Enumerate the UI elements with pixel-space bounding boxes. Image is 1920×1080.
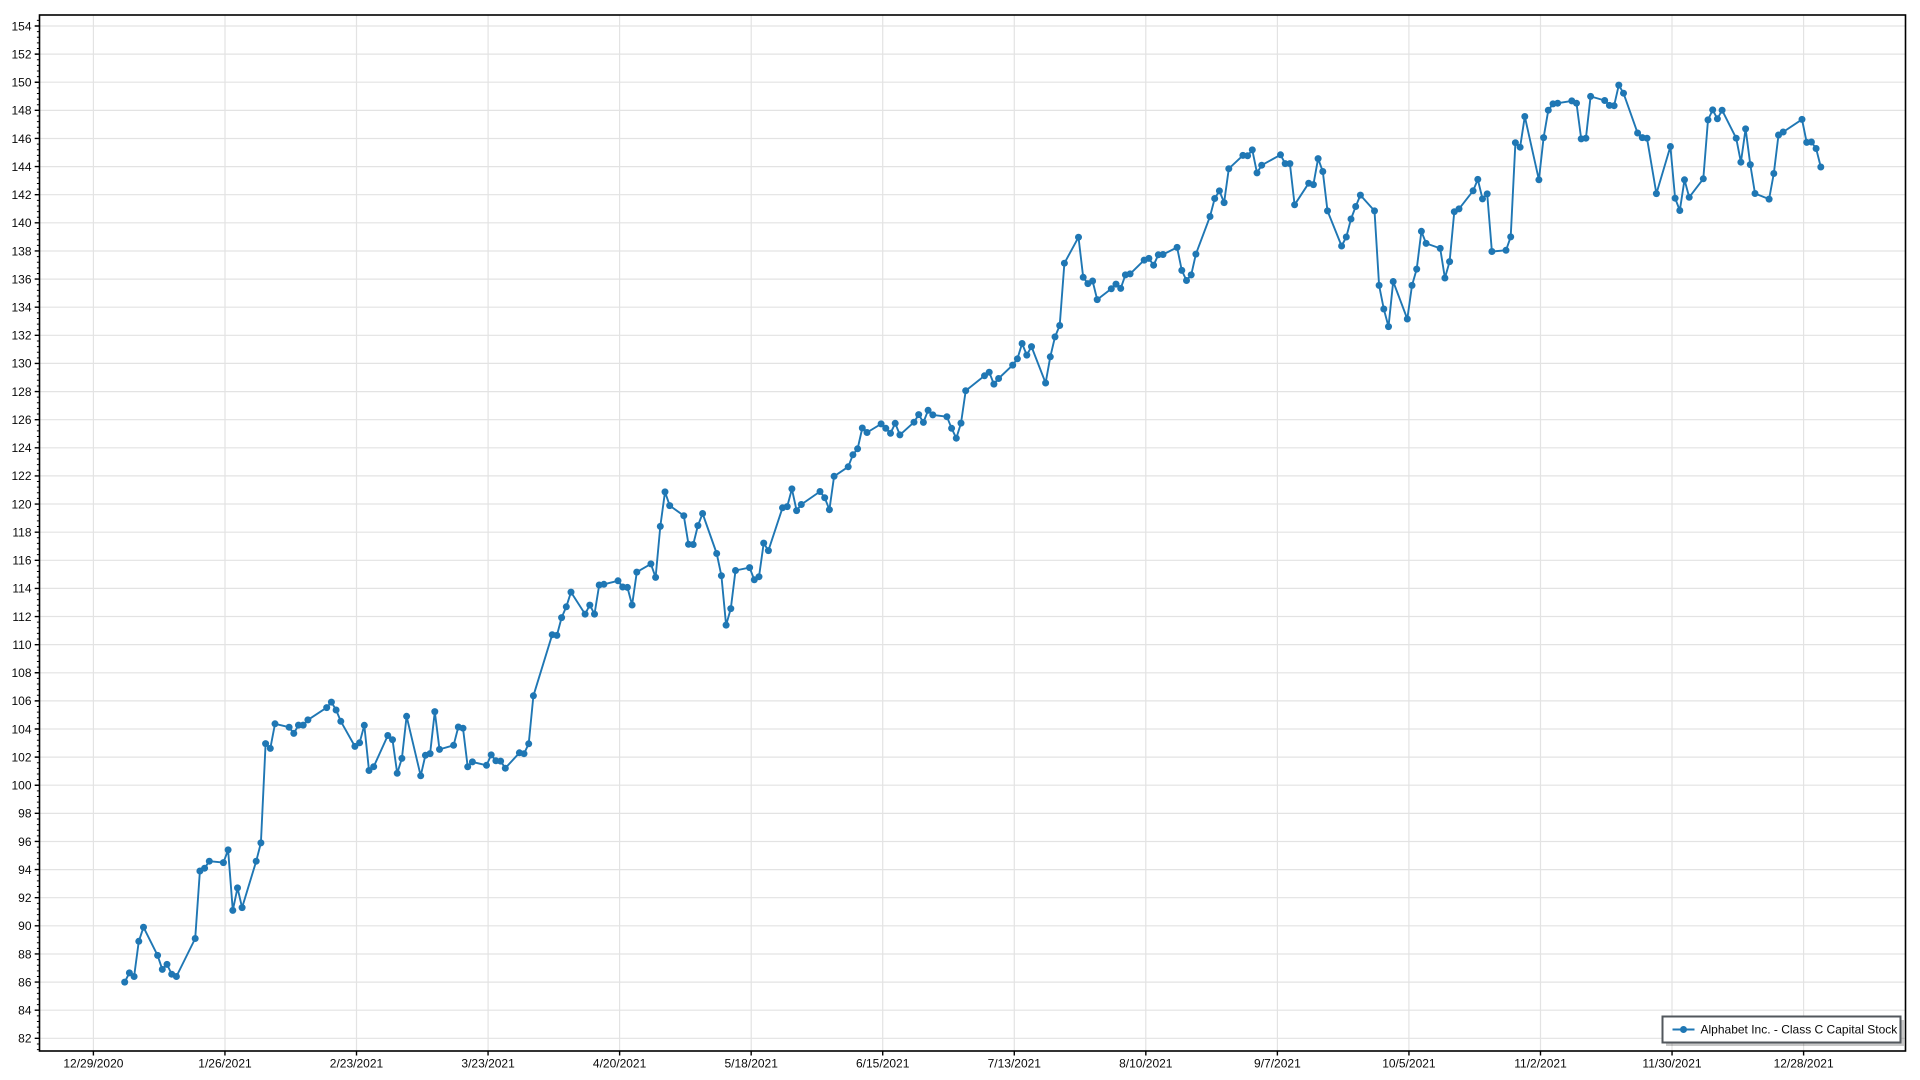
svg-text:12/28/2021: 12/28/2021: [1774, 1056, 1834, 1070]
svg-text:110: 110: [12, 638, 31, 652]
svg-text:106: 106: [11, 694, 31, 708]
svg-text:120: 120: [11, 497, 31, 511]
svg-text:132: 132: [11, 329, 31, 343]
svg-text:100: 100: [11, 779, 31, 793]
svg-text:84: 84: [18, 1004, 32, 1018]
svg-text:150: 150: [11, 76, 31, 90]
svg-text:8/10/2021: 8/10/2021: [1119, 1056, 1173, 1070]
svg-text:142: 142: [11, 188, 31, 202]
svg-text:12/29/2020: 12/29/2020: [63, 1056, 123, 1070]
svg-text:3/23/2021: 3/23/2021: [461, 1056, 515, 1070]
svg-text:4/20/2021: 4/20/2021: [593, 1056, 647, 1070]
svg-text:92: 92: [18, 891, 32, 905]
svg-text:144: 144: [11, 160, 31, 174]
svg-text:116: 116: [12, 554, 31, 568]
svg-text:130: 130: [11, 357, 31, 371]
svg-text:98: 98: [18, 807, 32, 821]
svg-text:146: 146: [11, 132, 31, 146]
svg-text:9/7/2021: 9/7/2021: [1254, 1056, 1301, 1070]
svg-text:1/26/2021: 1/26/2021: [198, 1056, 252, 1070]
svg-text:136: 136: [11, 272, 31, 286]
svg-text:140: 140: [11, 216, 31, 230]
svg-text:96: 96: [18, 835, 32, 849]
svg-text:94: 94: [18, 863, 32, 877]
svg-text:126: 126: [11, 413, 31, 427]
svg-text:82: 82: [18, 1032, 32, 1046]
svg-text:10/5/2021: 10/5/2021: [1382, 1056, 1436, 1070]
svg-text:124: 124: [11, 441, 31, 455]
svg-text:7/13/2021: 7/13/2021: [988, 1056, 1042, 1070]
svg-text:Alphabet Inc. - Class C Capita: Alphabet Inc. - Class C Capital Stock: [1701, 1023, 1899, 1037]
svg-text:5/18/2021: 5/18/2021: [725, 1056, 779, 1070]
svg-text:152: 152: [11, 47, 31, 61]
svg-text:138: 138: [11, 244, 31, 258]
svg-text:128: 128: [11, 385, 31, 399]
svg-text:118: 118: [12, 526, 31, 540]
svg-text:90: 90: [18, 919, 32, 933]
svg-text:122: 122: [11, 469, 31, 483]
svg-text:11/2/2021: 11/2/2021: [1514, 1056, 1567, 1070]
svg-text:148: 148: [11, 104, 31, 118]
svg-text:88: 88: [18, 947, 32, 961]
svg-text:114: 114: [12, 582, 31, 596]
svg-text:102: 102: [11, 750, 31, 764]
svg-text:154: 154: [11, 19, 31, 33]
svg-text:11/30/2021: 11/30/2021: [1642, 1056, 1701, 1070]
svg-text:86: 86: [18, 975, 32, 989]
svg-text:108: 108: [11, 666, 31, 680]
svg-text:104: 104: [11, 722, 31, 736]
svg-text:6/15/2021: 6/15/2021: [856, 1056, 910, 1070]
svg-text:2/23/2021: 2/23/2021: [330, 1056, 384, 1070]
svg-text:112: 112: [12, 610, 31, 624]
svg-text:134: 134: [11, 301, 31, 315]
